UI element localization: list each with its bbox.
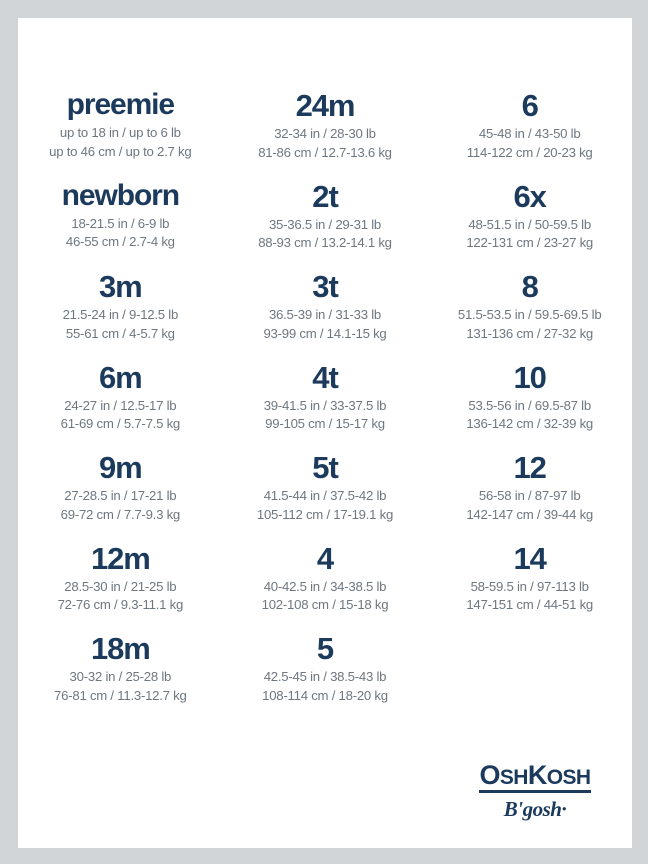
measurement-imperial: 35-36.5 in / 29-31 lb — [268, 216, 382, 232]
logo-wordmark-bgosh: B'gosh· — [503, 797, 567, 821]
measurement-metric: 131-136 cm / 27-32 kg — [466, 325, 594, 341]
measurement-imperial: 28.5-30 in / 21-25 lb — [64, 578, 177, 594]
measurement-imperial: 40-42.5 in / 34-38.5 lb — [263, 578, 387, 594]
size-entry: 10 53.5-56 in / 69.5-87 lb 136-142 cm / 32… — [427, 362, 632, 453]
measurement-metric: 99-105 cm / 15-17 kg — [265, 416, 385, 432]
size-entry-empty — [427, 633, 632, 724]
size-label: 12 — [513, 450, 547, 485]
measurement-imperial: 56-58 in / 87-97 lb — [478, 488, 581, 503]
logo-wordmark-oshkosh: OSHKOSH — [479, 760, 591, 793]
measurement-metric: 93-99 cm / 14.1-15 kg — [263, 325, 387, 341]
size-entry: 14 58-59.5 in / 97-113 lb 147-151 cm / 44-… — [427, 543, 632, 634]
logo-letter-o: O — [479, 760, 500, 790]
measurement-metric: 46-55 cm / 2.7-4 kg — [65, 234, 175, 250]
measurement-metric: 102-108 cm / 15-18 kg — [261, 597, 389, 613]
size-entry: 4 40-42.5 in / 34-38.5 lb 102-108 cm / 15-… — [223, 543, 428, 634]
size-label: 4 — [316, 540, 334, 576]
size-entry: 4t 39-41.5 in / 33-37.5 lb 99-105 cm / 15-… — [223, 362, 428, 453]
size-label: 24m — [295, 88, 356, 123]
measurement-imperial: 30-32 in / 25-28 lb — [69, 669, 172, 684]
measurement-metric: 108-114 cm / 18-20 kg — [262, 687, 388, 703]
measurement-imperial: 48-51.5 in / 50-59.5 lb — [468, 216, 591, 232]
size-label: preemie — [66, 88, 175, 121]
measurement-imperial: 21.5-24 in / 9-12.5 lb — [62, 307, 179, 322]
size-label: 4t — [312, 359, 338, 395]
size-label: 3t — [312, 269, 338, 304]
size-label: 12m — [90, 540, 151, 576]
size-label: 3m — [99, 269, 143, 304]
measurement-metric: 122-131 cm / 23-27 kg — [466, 235, 594, 251]
size-entry: 5 42.5-45 in / 38.5-43 lb 108-114 cm / 18-… — [223, 633, 428, 724]
size-label: 5 — [316, 631, 334, 666]
size-label: 5t — [312, 450, 338, 485]
measurement-metric: 76-81 cm / 11.3-12.7 kg — [54, 687, 187, 703]
size-label: 6m — [99, 359, 143, 395]
size-entry: 6 45-48 in / 43-50 lb 114-122 cm / 20-23 k… — [427, 90, 632, 181]
size-entry: 6m 24-27 in / 12.5-17 lb 61-69 cm / 5.7-7.… — [18, 362, 223, 453]
size-label: 9m — [99, 450, 143, 485]
measurement-imperial: 36.5-39 in / 31-33 lb — [268, 307, 382, 322]
size-entry: 2t 35-36.5 in / 29-31 lb 88-93 cm / 13.2-1… — [223, 181, 428, 272]
size-entry: preemie up to 18 in / up to 6 lb up to 46 … — [18, 90, 223, 181]
measurement-metric: 72-76 cm / 9.3-11.1 kg — [57, 597, 184, 613]
size-entry: 6x 48-51.5 in / 50-59.5 lb 122-131 cm / 23… — [427, 181, 632, 272]
logo-letters-osh: OSH — [546, 766, 591, 789]
size-entry: 18m 30-32 in / 25-28 lb 76-81 cm / 11.3-12… — [18, 633, 223, 724]
logo-letters-sh: SH — [499, 766, 529, 789]
measurement-metric: 61-69 cm / 5.7-7.5 kg — [60, 416, 181, 432]
measurement-metric: 114-122 cm / 20-23 kg — [466, 144, 593, 160]
size-entry: 12m 28.5-30 in / 21-25 lb 72-76 cm / 9.3-1… — [18, 543, 223, 634]
size-entry: 8 51.5-53.5 in / 59.5-69.5 lb 131-136 cm /… — [427, 271, 632, 362]
size-label: 10 — [513, 359, 547, 395]
measurement-metric: 105-112 cm / 17-19.1 kg — [256, 506, 394, 522]
measurement-imperial: 27-28.5 in / 17-21 lb — [64, 488, 177, 503]
measurement-imperial: 51.5-53.5 in / 59.5-69.5 lb — [457, 307, 602, 322]
size-label: 6 — [521, 88, 539, 123]
logo-letter-k: K — [527, 760, 548, 790]
size-label: newborn — [61, 178, 180, 212]
measurement-metric: 136-142 cm / 32-39 kg — [466, 416, 594, 432]
size-chart-grid: preemie up to 18 in / up to 6 lb up to 46 … — [18, 90, 632, 724]
measurement-imperial: 58-59.5 in / 97-113 lb — [470, 578, 589, 594]
measurement-metric: 55-61 cm / 4-5.7 kg — [65, 325, 175, 341]
size-entry: 3m 21.5-24 in / 9-12.5 lb 55-61 cm / 4-5.7… — [18, 271, 223, 362]
size-entry: newborn 18-21.5 in / 6-9 lb 46-55 cm / 2.7… — [18, 178, 223, 272]
measurement-imperial: 41.5-44 in / 37.5-42 lb — [263, 488, 387, 503]
size-entry: 5t 41.5-44 in / 37.5-42 lb 105-112 cm / 17… — [223, 452, 428, 543]
size-label: 14 — [513, 540, 547, 576]
size-label: 18m — [90, 631, 151, 666]
measurement-metric: 142-147 cm / 39-44 kg — [466, 506, 594, 522]
measurement-imperial: 18-21.5 in / 6-9 lb — [71, 215, 170, 231]
size-entry: 24m 32-34 in / 28-30 lb 81-86 cm / 12.7-13… — [223, 90, 428, 181]
size-label: 8 — [521, 269, 539, 304]
measurement-imperial: 53.5-56 in / 69.5-87 lb — [468, 397, 591, 413]
oshkosh-bgosh-logo: OSHKOSH B'gosh· — [460, 762, 610, 820]
measurement-imperial: 32-34 in / 28-30 lb — [274, 126, 376, 141]
measurement-imperial: 42.5-45 in / 38.5-43 lb — [263, 669, 387, 684]
size-entry: 3t 36.5-39 in / 31-33 lb 93-99 cm / 14.1-1… — [223, 271, 428, 362]
measurement-imperial: 24-27 in / 12.5-17 lb — [64, 397, 177, 413]
measurement-metric: 147-151 cm / 44-51 kg — [466, 597, 594, 613]
size-entry: 12 56-58 in / 87-97 lb 142-147 cm / 39-44 … — [427, 452, 632, 543]
measurement-metric: up to 46 cm / up to 2.7 kg — [49, 143, 192, 159]
size-entry: 9m 27-28.5 in / 17-21 lb 69-72 cm / 7.7-9.… — [18, 452, 223, 543]
measurement-metric: 81-86 cm / 12.7-13.6 kg — [258, 144, 392, 160]
size-label: 6x — [513, 178, 547, 214]
measurement-imperial: up to 18 in / up to 6 lb — [59, 125, 181, 140]
measurement-imperial: 45-48 in / 43-50 lb — [478, 126, 581, 141]
size-chart-page: preemie up to 18 in / up to 6 lb up to 46 … — [18, 18, 632, 848]
measurement-metric: 88-93 cm / 13.2-14.1 kg — [258, 235, 392, 251]
measurement-imperial: 39-41.5 in / 33-37.5 lb — [263, 397, 387, 413]
measurement-metric: 69-72 cm / 7.7-9.3 kg — [60, 506, 181, 522]
size-label: 2t — [312, 178, 338, 214]
